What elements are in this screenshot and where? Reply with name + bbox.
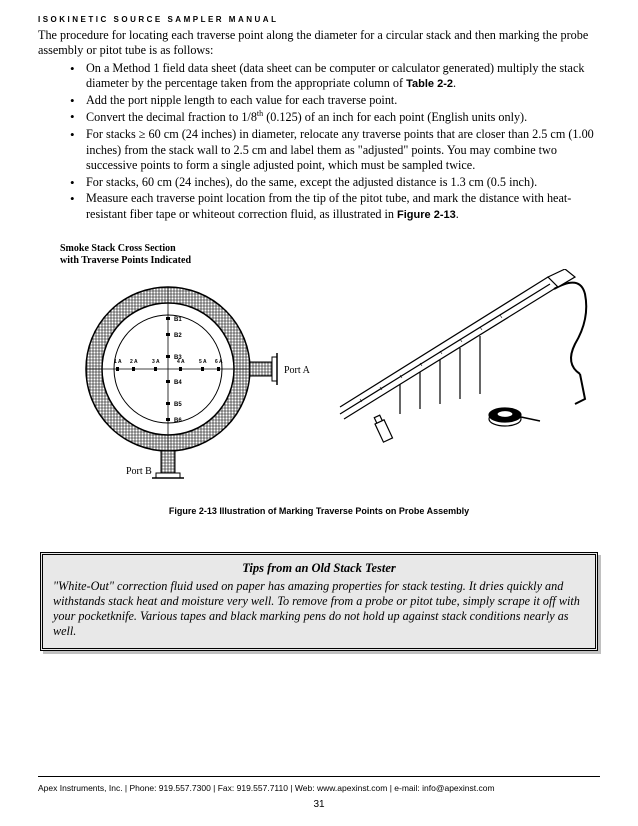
bullet-post: . — [453, 76, 456, 90]
list-item: Measure each traverse point location fro… — [70, 191, 600, 222]
bullet-text: For stacks ≥ 60 cm (24 inches) in diamet… — [86, 127, 594, 172]
page-footer: Apex Instruments, Inc. | Phone: 919.557.… — [38, 776, 600, 810]
port-a-label: Port A — [284, 365, 311, 376]
page-number: 31 — [38, 799, 600, 810]
diagram-title-1: Smoke Stack Cross Section — [60, 243, 176, 254]
footer-rule — [38, 776, 600, 777]
bullet-text: Convert the decimal fraction to 1/8 — [86, 110, 257, 124]
list-item: For stacks, 60 cm (24 inches), do the sa… — [70, 175, 600, 191]
svg-text:Smoke Stack Cross Section: Smoke Stack Cross Section — [60, 243, 176, 254]
tips-box: Tips from an Old Stack Tester "White-Out… — [40, 552, 598, 651]
figure-area: Smoke Stack Cross Section with Traverse … — [38, 239, 600, 484]
diagram-title-2: with Traverse Points Indicated — [60, 255, 191, 266]
bullet-mid: (0.125) of an inch for each point (Engli… — [263, 110, 527, 124]
point-label: 3 A — [152, 359, 160, 365]
point-label: 2 A — [130, 359, 138, 365]
tips-body: "White-Out" correction fluid used on pap… — [53, 579, 585, 640]
point-label: B6 — [174, 418, 182, 424]
tips-title: Tips from an Old Stack Tester — [53, 561, 585, 576]
svg-text:Port B: Port B — [126, 466, 152, 477]
footer-text: Apex Instruments, Inc. | Phone: 919.557.… — [38, 783, 600, 793]
point-label: B5 — [174, 402, 182, 408]
bullet-post: . — [456, 207, 459, 221]
bullet-text: For stacks, 60 cm (24 inches), do the sa… — [86, 175, 537, 189]
point-label: 5 A — [199, 359, 207, 365]
svg-text:with Traverse Points Indicated: with Traverse Points Indicated — [60, 255, 191, 266]
table-ref: Table 2-2 — [406, 78, 453, 90]
port-b-label: Port B — [126, 466, 152, 477]
bullet-text: Add the port nipple length to each value… — [86, 93, 397, 107]
list-item: Convert the decimal fraction to 1/8th (0… — [70, 109, 600, 126]
probe-assembly-diagram — [330, 269, 600, 469]
point-label: B4 — [174, 380, 182, 386]
point-label: B1 — [174, 317, 182, 323]
stack-cross-section-diagram: Smoke Stack Cross Section with Traverse … — [38, 239, 318, 484]
bullet-text: On a Method 1 field data sheet (data she… — [86, 61, 584, 91]
list-item: For stacks ≥ 60 cm (24 inches) in diamet… — [70, 127, 600, 174]
bullet-text: Measure each traverse point location fro… — [86, 191, 571, 221]
list-item: Add the port nipple length to each value… — [70, 93, 600, 109]
point-label: B2 — [174, 333, 182, 339]
list-item: On a Method 1 field data sheet (data she… — [70, 61, 600, 92]
intro-paragraph: The procedure for locating each traverse… — [38, 28, 600, 59]
figure-caption: Figure 2-13 Illustration of Marking Trav… — [38, 506, 600, 516]
point-label: 4 A — [177, 359, 185, 365]
point-label: 6 A — [215, 359, 223, 365]
procedure-list: On a Method 1 field data sheet (data she… — [38, 61, 600, 223]
point-label: 1 A — [114, 359, 122, 365]
svg-text:Port A: Port A — [284, 365, 311, 376]
figure-ref: Figure 2-13 — [397, 209, 456, 221]
manual-header: ISOKINETIC SOURCE SAMPLER MANUAL — [38, 15, 600, 24]
